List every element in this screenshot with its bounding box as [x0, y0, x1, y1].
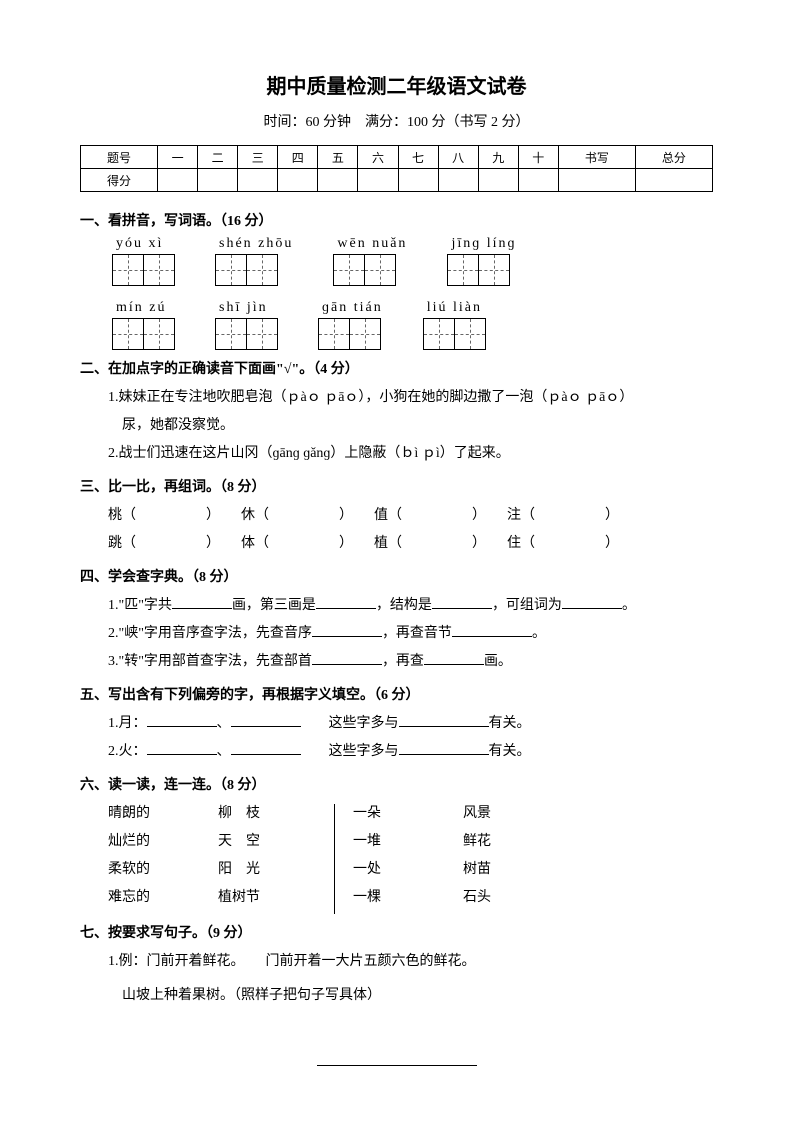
- pinyin-text: shī jìn: [219, 300, 268, 316]
- q3-word: 植（）: [374, 536, 479, 551]
- pinyin-item: wēn nuǎn: [333, 236, 407, 286]
- score-hdr-cell: 六: [358, 146, 398, 169]
- match-item: 灿烂的: [108, 828, 218, 856]
- score-hdr-cell: 七: [398, 146, 438, 169]
- q4-l2: 2."峡"字用音序查字法，先查音序，再查音节。: [108, 620, 713, 648]
- match-item: 晴朗的: [108, 800, 218, 828]
- tianzi-grid: [318, 318, 381, 350]
- score-cell: [478, 169, 518, 192]
- score-cell: [158, 169, 198, 192]
- tianzi-grid: [447, 254, 510, 286]
- pinyin-text: wēn nuǎn: [337, 236, 407, 252]
- q7-l2: 山坡上种着果树。（照样子把句子写具体）: [108, 982, 713, 1010]
- match-item: 柔软的: [108, 856, 218, 884]
- match-item: 一朵: [353, 800, 463, 828]
- subtitle: 时间：60 分钟 满分：100 分（书写 2 分）: [80, 111, 713, 131]
- q3-head: 三、比一比，再组词。（8 分）: [80, 476, 713, 496]
- match-item: 风景: [463, 800, 573, 828]
- score-hdr-cell: 五: [318, 146, 358, 169]
- q1-head: 一、看拼音，写词语。（16 分）: [80, 210, 713, 230]
- score-cell: [198, 169, 238, 192]
- pinyin-text: mín zú: [116, 300, 167, 316]
- q3-word: 住（）: [507, 536, 612, 551]
- pinyin-text: liú liàn: [427, 300, 482, 316]
- q4-l3: 3."转"字用部首查字法，先查部首，再查画。: [108, 648, 713, 676]
- score-cell: [635, 169, 712, 192]
- match-item: 植树节: [218, 884, 328, 912]
- q5-l2: 2.火：、 这些字多与有关。: [108, 738, 713, 766]
- tianzi-grid: [333, 254, 396, 286]
- match-item: 一处: [353, 856, 463, 884]
- tianzi-grid: [423, 318, 486, 350]
- q7-l1: 1.例：门前开着鲜花。 门前开着一大片五颜六色的鲜花。: [108, 948, 713, 976]
- match-item: 天 空: [218, 828, 328, 856]
- score-row-label: 得分: [81, 169, 158, 192]
- score-hdr-cell: 十: [518, 146, 558, 169]
- score-cell: [358, 169, 398, 192]
- q2-l1: 1.妹妹正在专注地吹肥皂泡（ｐàｏ ｐāｏ），小狗在她的脚边撒了一泡（ｐàｏ ｐ…: [108, 384, 713, 412]
- pinyin-text: shén zhōu: [219, 236, 293, 252]
- score-cell: [518, 169, 558, 192]
- score-cell: [238, 169, 278, 192]
- q3-word: 休（）: [241, 508, 346, 523]
- score-hdr-cell: 一: [158, 146, 198, 169]
- q4-l1: 1."匹"字共画，第三画是，结构是，可组词为。: [108, 592, 713, 620]
- score-hdr-cell: 四: [278, 146, 318, 169]
- tianzi-grid: [112, 318, 175, 350]
- q3-word: 值（）: [374, 508, 479, 523]
- footer-line: [317, 1065, 477, 1066]
- match-item: 一棵: [353, 884, 463, 912]
- q3-word: 桃（）: [108, 508, 213, 523]
- score-hdr-cell: 八: [438, 146, 478, 169]
- score-hdr-cell: 总分: [635, 146, 712, 169]
- score-hdr-cell: 九: [478, 146, 518, 169]
- tianzi-grid: [112, 254, 175, 286]
- score-cell: [398, 169, 438, 192]
- score-cell: [558, 169, 635, 192]
- q2-l2: 2.战士们迅速在这片山冈（ɡānɡ ɡǎnɡ）上隐蔽（ｂì ｐì）了起来。: [108, 440, 713, 468]
- q3-word: 跳（）: [108, 536, 213, 551]
- q6-head: 六、读一读，连一连。（8 分）: [80, 774, 713, 794]
- q5-head: 五、写出含有下列偏旁的字，再根据字义填空。（6 分）: [80, 684, 713, 704]
- match-item: 阳 光: [218, 856, 328, 884]
- match-item: 鲜花: [463, 828, 573, 856]
- q6-match: 晴朗的灿烂的柔软的难忘的 柳 枝天 空阳 光植树节 一朵一堆一处一棵 风景鲜花树…: [108, 800, 713, 914]
- q5-l1: 1.月：、 这些字多与有关。: [108, 710, 713, 738]
- q2-head: 二、在加点字的正确读音下面画"√"。（4 分）: [80, 358, 713, 378]
- tianzi-grid: [215, 254, 278, 286]
- q3-word: 体（）: [241, 536, 346, 551]
- pinyin-text: jīnɡ línɡ: [451, 236, 516, 252]
- match-item: 石头: [463, 884, 573, 912]
- pinyin-text: ɡān tián: [322, 300, 383, 316]
- score-table: 题号一二三四五六七八九十书写总分 得分: [80, 145, 713, 192]
- score-hdr-cell: 书写: [558, 146, 635, 169]
- score-hdr-cell: 题号: [81, 146, 158, 169]
- match-item: 难忘的: [108, 884, 218, 912]
- match-item: 一堆: [353, 828, 463, 856]
- score-cell: [278, 169, 318, 192]
- score-cell: [438, 169, 478, 192]
- pinyin-item: shén zhōu: [215, 236, 293, 286]
- pinyin-item: jīnɡ línɡ: [447, 236, 516, 286]
- pinyin-item: ɡān tián: [318, 300, 383, 350]
- match-item: 柳 枝: [218, 800, 328, 828]
- score-hdr-cell: 二: [198, 146, 238, 169]
- q2-l1b: 尿，她都没察觉。: [108, 412, 713, 440]
- match-item: 树苗: [463, 856, 573, 884]
- page-title: 期中质量检测二年级语文试卷: [80, 70, 713, 99]
- tianzi-grid: [215, 318, 278, 350]
- score-cell: [318, 169, 358, 192]
- q4-head: 四、学会查字典。（8 分）: [80, 566, 713, 586]
- q7-head: 七、按要求写句子。（9 分）: [80, 922, 713, 942]
- pinyin-text: yóu xì: [116, 236, 163, 252]
- pinyin-item: liú liàn: [423, 300, 486, 350]
- q3-word: 注（）: [507, 508, 612, 523]
- score-hdr-cell: 三: [238, 146, 278, 169]
- pinyin-item: shī jìn: [215, 300, 278, 350]
- pinyin-item: yóu xì: [112, 236, 175, 286]
- pinyin-item: mín zú: [112, 300, 175, 350]
